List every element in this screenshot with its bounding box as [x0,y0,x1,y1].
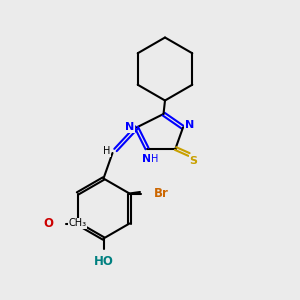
Text: N: N [185,119,194,130]
Text: N: N [142,154,152,164]
Text: H: H [151,154,158,164]
Text: CH₃: CH₃ [68,218,87,229]
Text: O: O [44,217,53,230]
Text: S: S [190,155,197,166]
Text: HO: HO [94,255,113,268]
Text: H: H [103,146,111,156]
Text: N: N [125,122,134,133]
Text: Br: Br [155,185,170,199]
Text: Br: Br [154,187,168,200]
